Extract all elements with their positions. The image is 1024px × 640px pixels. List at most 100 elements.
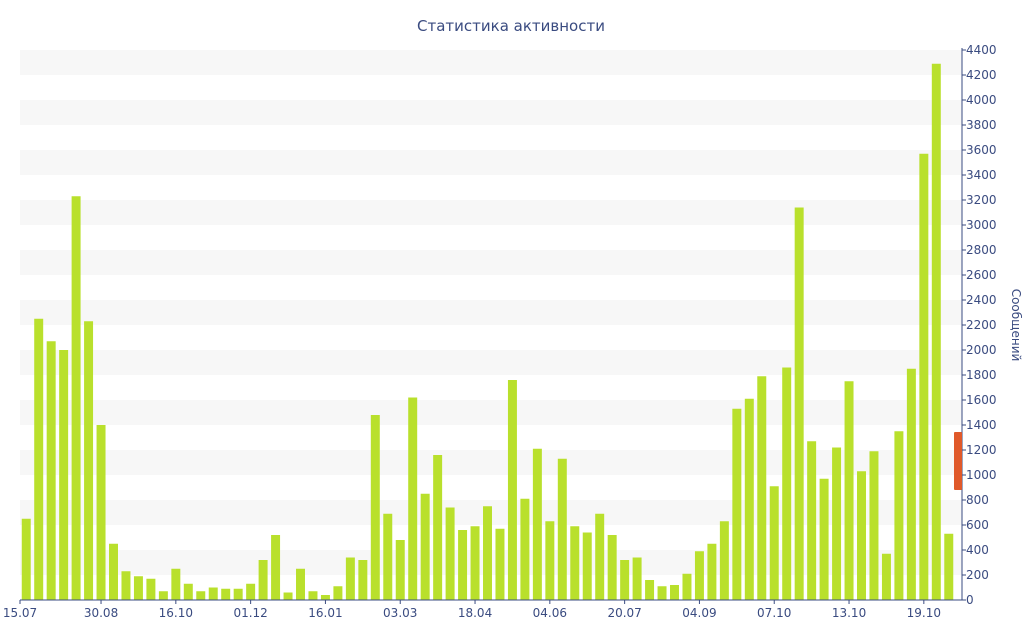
bar[interactable] (21, 518, 31, 600)
x-tick-label: 16.10 (159, 606, 193, 620)
bar[interactable] (557, 458, 567, 600)
bar[interactable] (757, 376, 767, 600)
bar[interactable] (308, 591, 318, 600)
bar[interactable] (607, 535, 617, 600)
bar[interactable] (944, 533, 954, 600)
bar[interactable] (520, 498, 530, 600)
bar[interactable] (408, 397, 418, 601)
grid-band (20, 250, 962, 275)
x-tick-label: 15.07 (3, 606, 37, 620)
y-tick-label: 2600 (966, 268, 997, 282)
x-ticks: 15.07 30.08 16.10 01.12 16.01 03.03 18.04 04.06… (3, 600, 941, 620)
bar[interactable] (707, 543, 717, 600)
bar[interactable] (208, 587, 218, 601)
y-tick-label: 3000 (966, 218, 997, 232)
y-tick-label: 3200 (966, 193, 997, 207)
bar[interactable] (869, 451, 879, 600)
grid-bands (20, 50, 962, 575)
bar[interactable] (832, 447, 842, 601)
bar[interactable] (183, 583, 193, 600)
bar[interactable] (196, 591, 206, 600)
bar[interactable] (383, 513, 393, 600)
y-tick-label: 1400 (966, 418, 997, 432)
bar[interactable] (420, 493, 430, 600)
bar[interactable] (620, 560, 630, 600)
bar[interactable] (595, 513, 605, 600)
bar[interactable] (71, 196, 81, 600)
bar[interactable] (670, 585, 679, 600)
bar[interactable] (483, 506, 492, 600)
bar[interactable] (507, 380, 517, 600)
bar[interactable] (919, 153, 929, 600)
bar[interactable] (370, 415, 380, 600)
bar[interactable] (819, 478, 829, 600)
y-tick-label: 4400 (966, 43, 997, 57)
bar[interactable] (694, 551, 704, 600)
x-tick-label: 18.04 (458, 606, 492, 620)
grid-band (20, 450, 962, 475)
bar[interactable] (782, 367, 792, 601)
x-tick-label: 04.06 (533, 606, 567, 620)
bar[interactable] (769, 486, 779, 600)
bar[interactable] (221, 588, 231, 600)
bar[interactable] (84, 321, 94, 600)
bar[interactable] (532, 448, 542, 600)
bar[interactable] (857, 471, 866, 600)
bar[interactable] (744, 398, 754, 600)
bar[interactable] (894, 431, 904, 600)
chart-title: Статистика активности (417, 17, 605, 35)
bar[interactable] (657, 586, 667, 600)
bar[interactable] (121, 571, 131, 600)
grid-band (20, 150, 962, 175)
bar[interactable] (582, 532, 592, 601)
bar[interactable] (445, 507, 455, 601)
bar[interactable] (271, 535, 281, 600)
bar[interactable] (296, 568, 305, 600)
y-tick-label: 1600 (966, 393, 997, 407)
bar[interactable] (433, 455, 443, 600)
bar[interactable] (233, 588, 243, 600)
bar[interactable] (645, 580, 655, 600)
bar[interactable] (732, 408, 742, 600)
bar[interactable] (46, 341, 56, 600)
bar[interactable] (458, 530, 468, 600)
bar[interactable] (320, 595, 330, 600)
bar[interactable] (470, 526, 480, 600)
bar[interactable] (283, 592, 293, 601)
bar[interactable] (59, 350, 69, 600)
bar[interactable] (495, 528, 505, 600)
bar[interactable] (133, 576, 143, 600)
bar[interactable] (682, 573, 692, 600)
bar[interactable] (171, 568, 181, 600)
bar[interactable] (34, 318, 44, 600)
bar[interactable] (632, 557, 642, 601)
x-tick-label: 30.08 (84, 606, 118, 620)
x-tick-label: 20.07 (607, 606, 641, 620)
y-tick-label: 3800 (966, 118, 997, 132)
bar[interactable] (246, 583, 256, 600)
bar[interactable] (358, 560, 368, 600)
bar[interactable] (109, 543, 118, 600)
bar[interactable] (570, 526, 580, 600)
bar[interactable] (96, 425, 106, 600)
bar[interactable] (794, 207, 804, 601)
bar[interactable] (158, 591, 168, 600)
bar[interactable] (719, 521, 729, 600)
y-tick-label: 2200 (966, 318, 997, 332)
y-tick-label: 1800 (966, 368, 997, 382)
bar[interactable] (258, 560, 268, 600)
bar[interactable] (807, 441, 817, 600)
bar[interactable] (333, 586, 343, 600)
bar[interactable] (881, 553, 891, 600)
bars (21, 63, 954, 601)
y-tick-label: 0 (966, 593, 974, 607)
scrollbar-handle[interactable] (954, 432, 962, 490)
bar[interactable] (844, 381, 854, 600)
bar[interactable] (545, 521, 555, 600)
bar[interactable] (906, 368, 916, 600)
bar[interactable] (146, 578, 156, 600)
bar[interactable] (931, 63, 941, 600)
bar[interactable] (395, 540, 405, 600)
bar[interactable] (345, 557, 355, 601)
